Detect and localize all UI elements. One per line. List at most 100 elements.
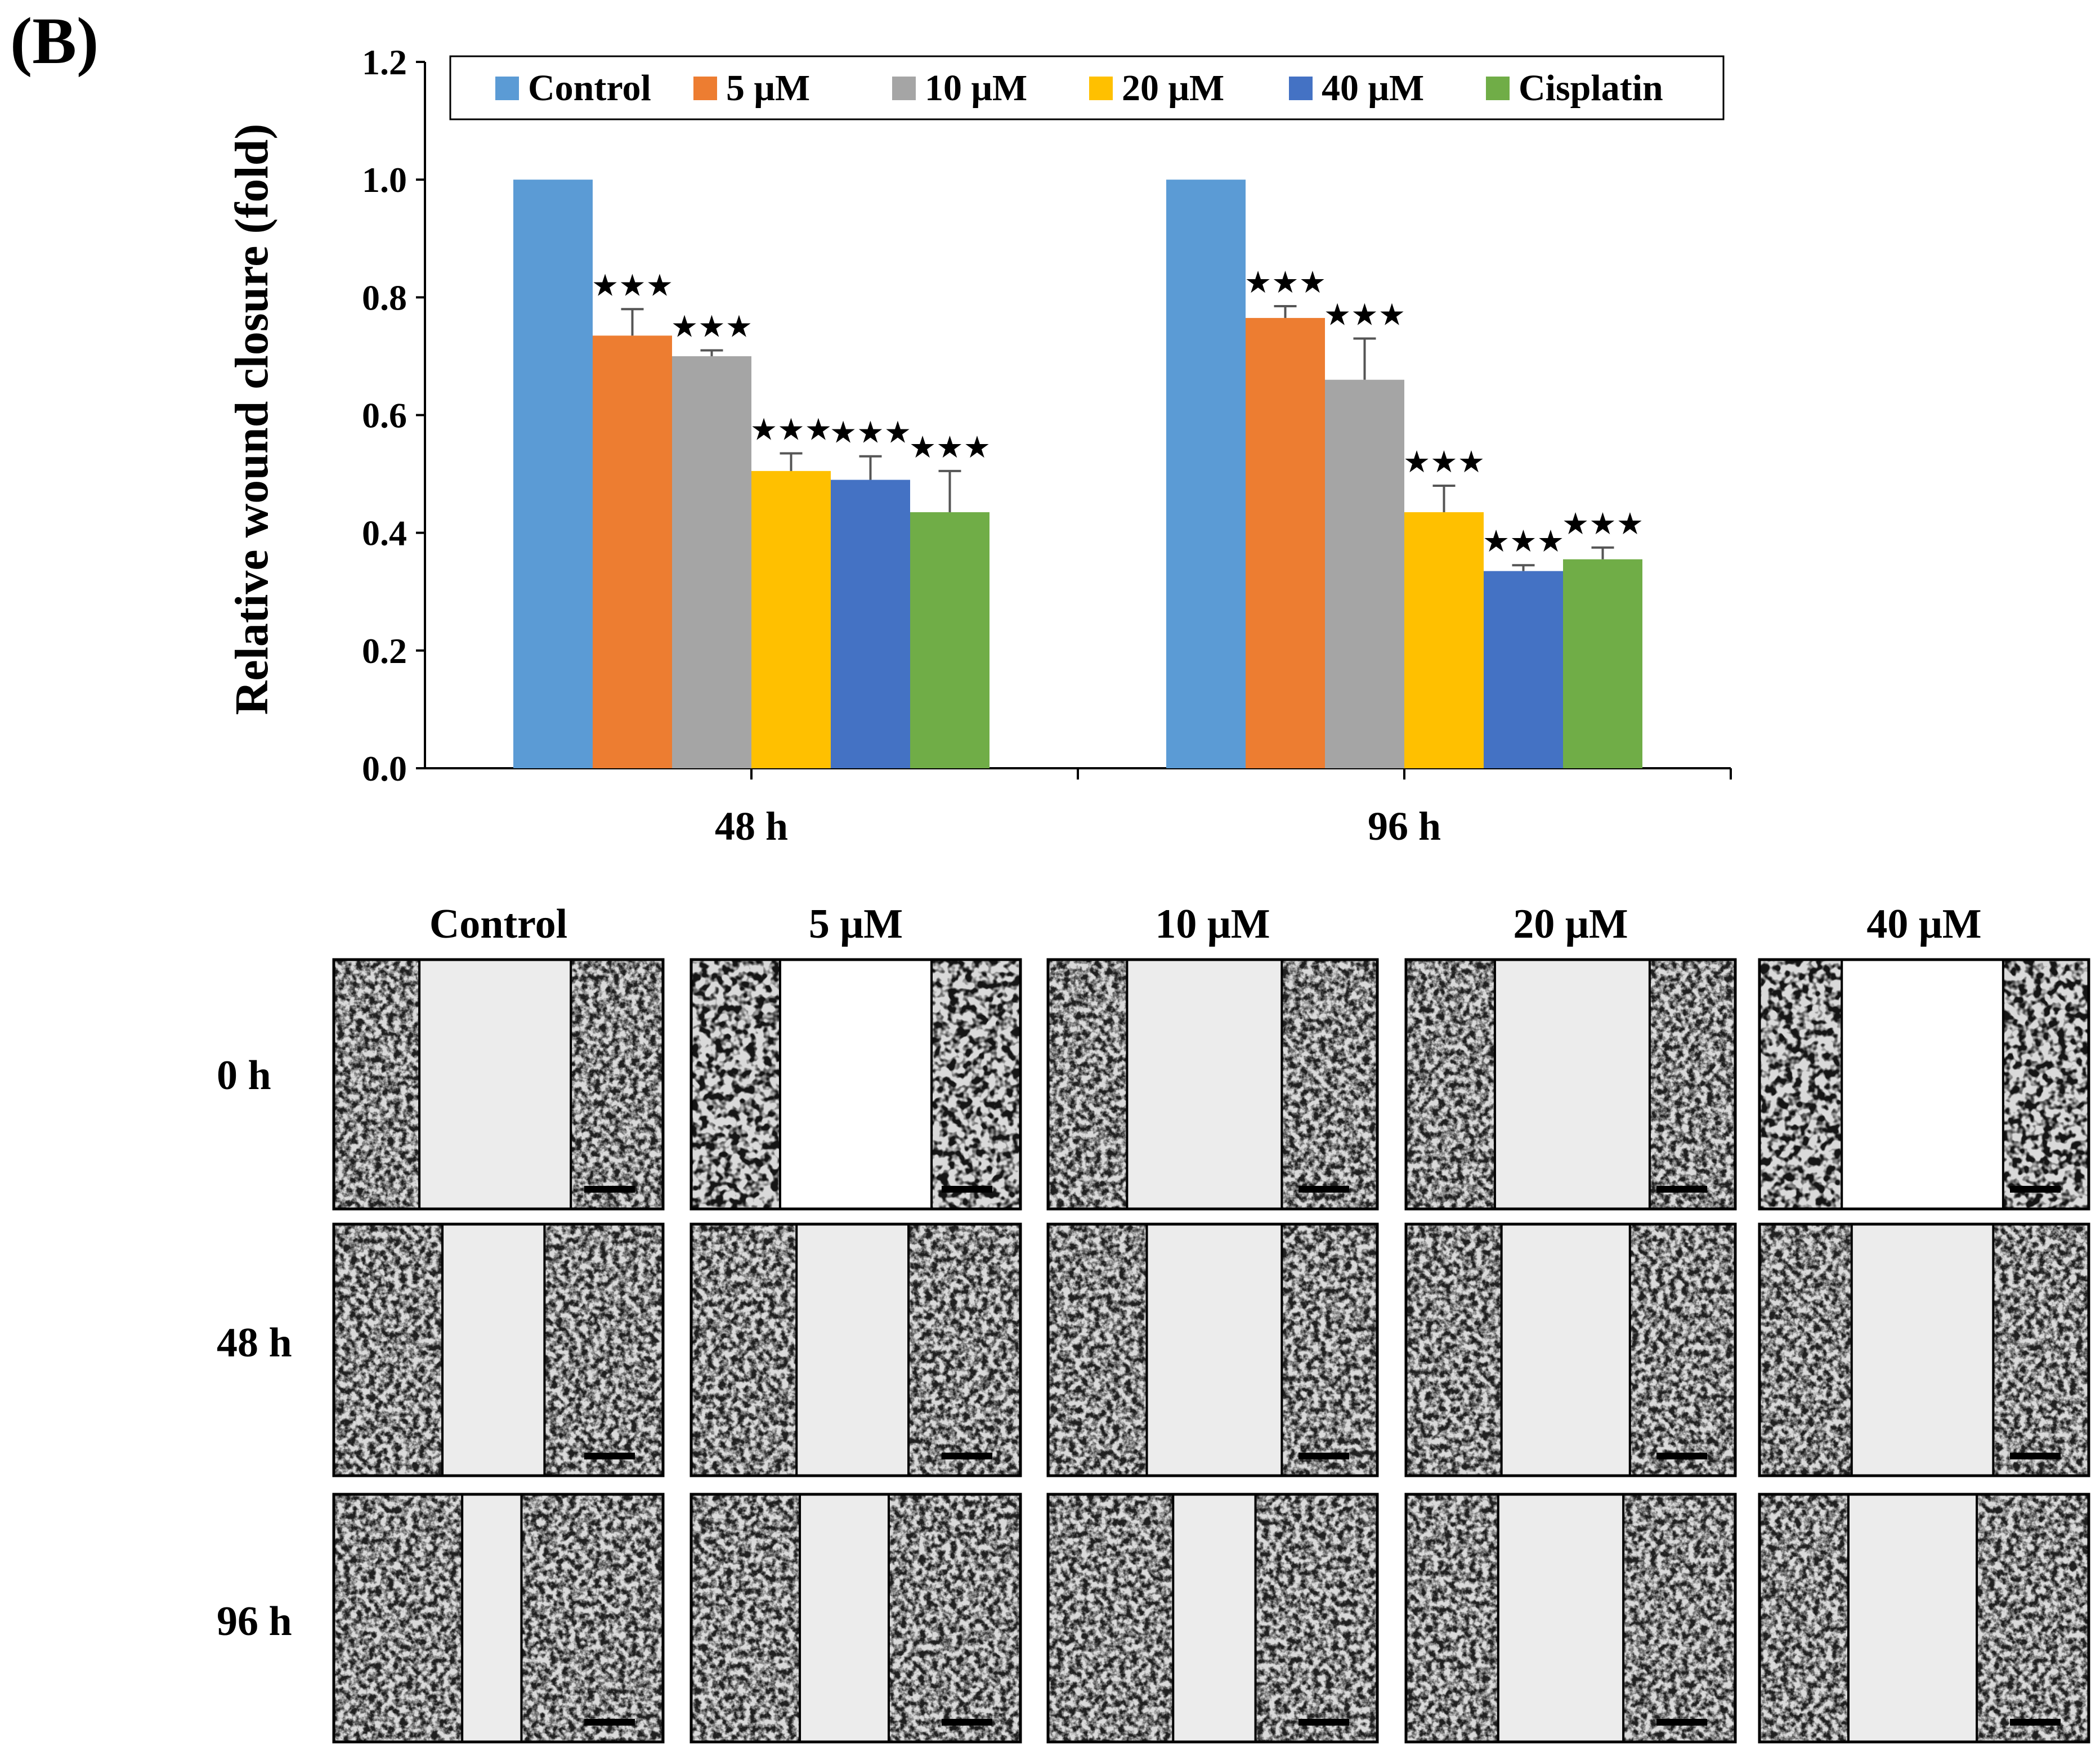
micrograph-control-0-h	[332, 958, 665, 1211]
bar-10-um-96-h	[1325, 379, 1404, 768]
significance-10-um-96-h: ★★★	[1324, 297, 1405, 333]
significance-cisplatin-48-h: ★★★	[909, 429, 991, 465]
micrograph-control-48-h	[332, 1222, 665, 1477]
micrograph-frame	[1046, 958, 1379, 1211]
bar-20-um-96-h	[1404, 512, 1484, 768]
x-tick-label-96-h: 96 h	[1368, 804, 1441, 849]
significance-cisplatin-96-h: ★★★	[1562, 506, 1644, 541]
micrograph-40-um-96-h	[1758, 1493, 2090, 1744]
micrograph-control-96-h	[332, 1493, 665, 1744]
chart-bars	[513, 180, 1642, 769]
micrograph-row-48-h: 48 h	[217, 1320, 292, 1366]
micrograph-10-um-0-h	[1046, 958, 1379, 1211]
legend-swatch-20-um	[1089, 77, 1113, 100]
bar-40-um-96-h	[1484, 571, 1563, 768]
wound-gap	[796, 1224, 909, 1476]
significance-40-um-48-h: ★★★	[830, 415, 911, 450]
panel-label: (B)	[10, 4, 98, 78]
wound-gap	[1147, 1224, 1282, 1476]
y-tick-label: 0.0	[362, 749, 407, 789]
chart-legend: Control 5 μM 10 μM 20 μM 40 μM Cisplatin	[449, 55, 1725, 120]
chart-significance-labels: ★★★ ★★★★★★ ★★★★★★★★★★★★★★★★★★★★★	[592, 265, 1644, 559]
significance-5-um-96-h: ★★★	[1244, 265, 1326, 300]
wound-gap	[462, 1494, 522, 1742]
y-tick-label: 0.2	[362, 631, 407, 671]
legend-label-cisplatin: Cisplatin	[1519, 68, 1663, 109]
wound-gap	[419, 960, 571, 1209]
micrograph-row-96-h: 96 h	[217, 1598, 292, 1645]
wound-gap	[1848, 1494, 1977, 1742]
y-axis-label: Relative wound closure (fold)	[226, 124, 278, 715]
legend-swatch-cisplatin	[1486, 77, 1510, 100]
micrograph-frame	[1046, 1222, 1379, 1477]
significance-20-um-48-h: ★★★	[750, 411, 832, 447]
micrograph-5-um-96-h	[689, 1493, 1022, 1744]
wound-gap	[780, 960, 932, 1209]
significance-40-um-96-h: ★★★	[1483, 523, 1564, 559]
micrograph-40-um-48-h	[1758, 1222, 2090, 1477]
bar-20-um-48-h	[751, 471, 831, 768]
micrograph-row-labels: 0 h 48 h 96 h	[217, 1052, 292, 1645]
wound-gap	[1498, 1494, 1624, 1742]
y-tick-label: 1.2	[362, 42, 407, 82]
micrograph-5-um-0-h	[689, 958, 1022, 1211]
legend-frame	[449, 55, 1725, 120]
legend-label-40-um: 40 μM	[1322, 68, 1424, 109]
micrograph-5-um-48-h	[689, 1222, 1022, 1477]
legend-swatch-5-um	[693, 77, 717, 100]
significance-10-um-48-h: ★★★	[671, 308, 753, 344]
micrograph-frame	[689, 958, 1022, 1211]
y-tick-labels: 0.0 0.2 0.4 0.6 0.8 1.0 1.2	[362, 42, 407, 789]
micrograph-column-control: Control	[429, 901, 567, 947]
chart-error-bars	[621, 305, 1614, 571]
significance-20-um-96-h: ★★★	[1403, 444, 1485, 480]
micrograph-panels	[332, 958, 2090, 1744]
wound-gap	[442, 1224, 545, 1476]
micrograph-20-um-48-h	[1404, 1222, 1737, 1477]
micrograph-10-um-48-h	[1046, 1222, 1379, 1477]
legend-swatch-40-um	[1289, 77, 1313, 100]
micrograph-column-10-um: 10 μM	[1155, 901, 1270, 947]
y-tick-label: 0.8	[362, 277, 407, 317]
bar-5-um-96-h	[1246, 317, 1325, 768]
micrograph-frame	[1404, 1222, 1737, 1477]
legend-label-5-um: 5 μM	[726, 68, 810, 109]
micrograph-column-20-um: 20 μM	[1513, 901, 1628, 947]
bar-5-um-48-h	[593, 335, 672, 768]
micrograph-frame	[1046, 1493, 1379, 1744]
wound-gap	[1501, 1224, 1630, 1476]
y-tick-label: 0.6	[362, 396, 407, 436]
y-tick-label: 1.0	[362, 160, 407, 200]
micrograph-frame	[1404, 1493, 1737, 1744]
micrograph-frame	[1758, 1222, 2090, 1477]
micrograph-frame	[332, 1493, 665, 1744]
micrograph-frame	[689, 1222, 1022, 1477]
bar-chart: ★★★ ★★★★★★ ★★★★★★★★★★★★★★★★★★★★★ 0.0 0.2 0.4…	[226, 42, 1732, 849]
legend-swatch-control	[495, 77, 519, 100]
bar-40-um-48-h	[831, 480, 910, 768]
legend-label-control: Control	[528, 68, 651, 109]
bar-cisplatin-96-h	[1563, 559, 1642, 768]
micrograph-frame	[1404, 958, 1737, 1211]
micrograph-grid: Control 5 μM 10 μM 20 μM 40 μM 0 h 48 h 96 h	[217, 901, 2090, 1744]
x-tick-labels: 48 h 96 h	[715, 804, 1441, 849]
micrograph-20-um-96-h	[1404, 1493, 1737, 1744]
micrograph-row-0-h: 0 h	[217, 1052, 271, 1099]
wound-gap	[1842, 960, 2003, 1209]
wound-gap	[1494, 960, 1650, 1209]
legend-swatch-10-um	[892, 77, 916, 100]
micrograph-column-40-um: 40 μM	[1866, 901, 1981, 947]
y-tick-label: 0.4	[362, 513, 407, 553]
bar-10-um-48-h	[672, 356, 751, 768]
legend-label-20-um: 20 μM	[1122, 68, 1224, 109]
bar-control-96-h	[1166, 180, 1246, 769]
wound-gap	[800, 1494, 889, 1742]
x-tick-label-48-h: 48 h	[715, 804, 788, 849]
bar-control-48-h	[513, 180, 593, 769]
micrograph-frame	[1758, 1493, 2090, 1744]
micrograph-frame	[332, 1222, 665, 1477]
micrograph-column-labels: Control 5 μM 10 μM 20 μM 40 μM	[429, 901, 1982, 947]
micrograph-column-5-um: 5 μM	[809, 901, 903, 947]
legend-label-10-um: 10 μM	[925, 68, 1027, 109]
micrograph-10-um-96-h	[1046, 1493, 1379, 1744]
